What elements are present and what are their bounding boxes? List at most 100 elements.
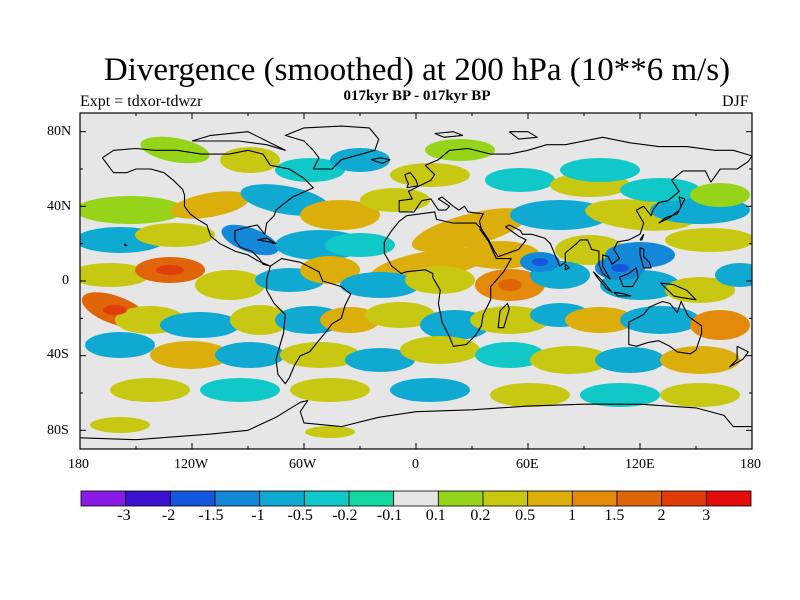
colorbar-swatch: [259, 490, 305, 507]
divergence-core: [498, 279, 522, 291]
divergence-patch: [90, 417, 150, 433]
divergence-patch: [510, 200, 610, 230]
divergence-patch: [620, 178, 700, 202]
divergence-patch: [470, 306, 550, 334]
colorbar-swatch: [80, 490, 127, 507]
coastline: [639, 233, 645, 241]
divergence-patch: [80, 196, 185, 224]
divergence-patch: [110, 378, 190, 402]
colorbar-label: 1: [568, 507, 577, 524]
colorbar-label: 2: [657, 507, 666, 524]
divergence-patch: [490, 383, 570, 407]
coastline: [729, 345, 749, 368]
divergence-patch: [620, 306, 700, 334]
coastline: [124, 243, 128, 247]
divergence-patch: [275, 158, 345, 182]
lon-label-120w: 120W: [174, 457, 209, 472]
divergence-patch: [360, 188, 430, 212]
lat-label-80s: 80S: [47, 423, 69, 438]
divergence-patch: [405, 266, 475, 294]
divergence-patch: [280, 342, 360, 368]
lon-label-180w: 180: [68, 457, 89, 472]
divergence-patch: [290, 378, 370, 402]
divergence-patch: [660, 383, 740, 407]
coastline: [628, 300, 703, 355]
divergence-patch: [221, 224, 279, 256]
divergence-patch: [300, 256, 360, 284]
divergence-patch: [390, 378, 470, 402]
divergence-core: [103, 305, 127, 315]
colorbar-label: -3: [117, 507, 131, 524]
coastline: [613, 291, 632, 297]
lon-label-0: 0: [412, 457, 419, 472]
divergence-patch: [580, 383, 660, 407]
divergence-patch: [665, 228, 752, 252]
colorbar-label: -1: [251, 507, 265, 524]
colorbar: [80, 490, 752, 507]
lat-label-40n: 40N: [47, 199, 72, 214]
coastline: [618, 267, 639, 288]
coastline: [404, 172, 419, 189]
colorbar-swatch: [125, 490, 171, 507]
divergence-core: [532, 258, 548, 266]
coastline: [592, 271, 613, 293]
divergence-patch: [715, 263, 752, 287]
lon-label-120e: 120E: [625, 457, 655, 472]
divergence-patch: [595, 347, 665, 373]
divergence-patch: [365, 302, 435, 328]
season-label: DJF: [722, 93, 749, 110]
divergence-patch: [160, 312, 240, 338]
divergence-core: [156, 265, 184, 275]
coastline: [266, 258, 352, 385]
divergence-patch: [485, 168, 555, 192]
divergence-patch: [300, 200, 380, 230]
colorbar-label: -0.1: [376, 507, 403, 524]
divergence-patch: [340, 272, 420, 298]
coastline: [658, 196, 686, 224]
coastline: [80, 399, 752, 441]
colorbar-swatch: [661, 490, 707, 507]
divergence-patch: [150, 341, 230, 369]
colorbar-label: 0.1: [425, 507, 446, 524]
divergence-patch: [330, 148, 390, 172]
divergence-patch: [400, 336, 480, 364]
divergence-patch: [215, 342, 285, 368]
colorbar-label: -0.5: [287, 507, 313, 524]
coastline: [398, 136, 752, 280]
colorbar-swatch: [169, 490, 216, 507]
divergence-patch: [85, 332, 155, 358]
divergence-patch: [135, 223, 215, 247]
colorbar-label: 0.5: [515, 507, 536, 524]
divergence-patch: [325, 233, 395, 257]
divergence-patch: [195, 270, 265, 300]
colorbar-swatch: [705, 490, 752, 507]
colorbar-swatch: [527, 490, 573, 507]
colorbar-swatch: [348, 490, 395, 507]
divergence-patch: [411, 208, 529, 252]
coastline: [479, 228, 497, 259]
divergence-patch: [200, 378, 280, 402]
divergence-patch: [425, 139, 495, 161]
lat-label-40s: 40S: [47, 347, 69, 362]
colorbar-label: -1.5: [198, 507, 224, 524]
divergence-patch: [390, 163, 470, 187]
divergence-patch: [230, 305, 290, 335]
coastline: [639, 246, 652, 269]
coastline: [564, 263, 570, 271]
divergence-core: [611, 264, 629, 272]
divergence-patch: [345, 348, 415, 372]
divergence-patch: [690, 310, 750, 340]
colorbar-swatch: [571, 490, 618, 507]
colorbar-swatch: [303, 490, 350, 507]
lon-label-60e: 60E: [516, 457, 539, 472]
divergence-patch: [665, 277, 735, 303]
coastline: [191, 131, 286, 151]
coastline: [660, 282, 697, 301]
colorbar-label: 0.2: [470, 507, 491, 524]
colorbar-label: -0.2: [332, 507, 358, 524]
colorbar-swatch: [214, 490, 261, 507]
lat-label-80n: 80N: [47, 124, 72, 139]
colorbar-label: -2: [161, 507, 176, 524]
divergence-patch: [690, 183, 750, 207]
